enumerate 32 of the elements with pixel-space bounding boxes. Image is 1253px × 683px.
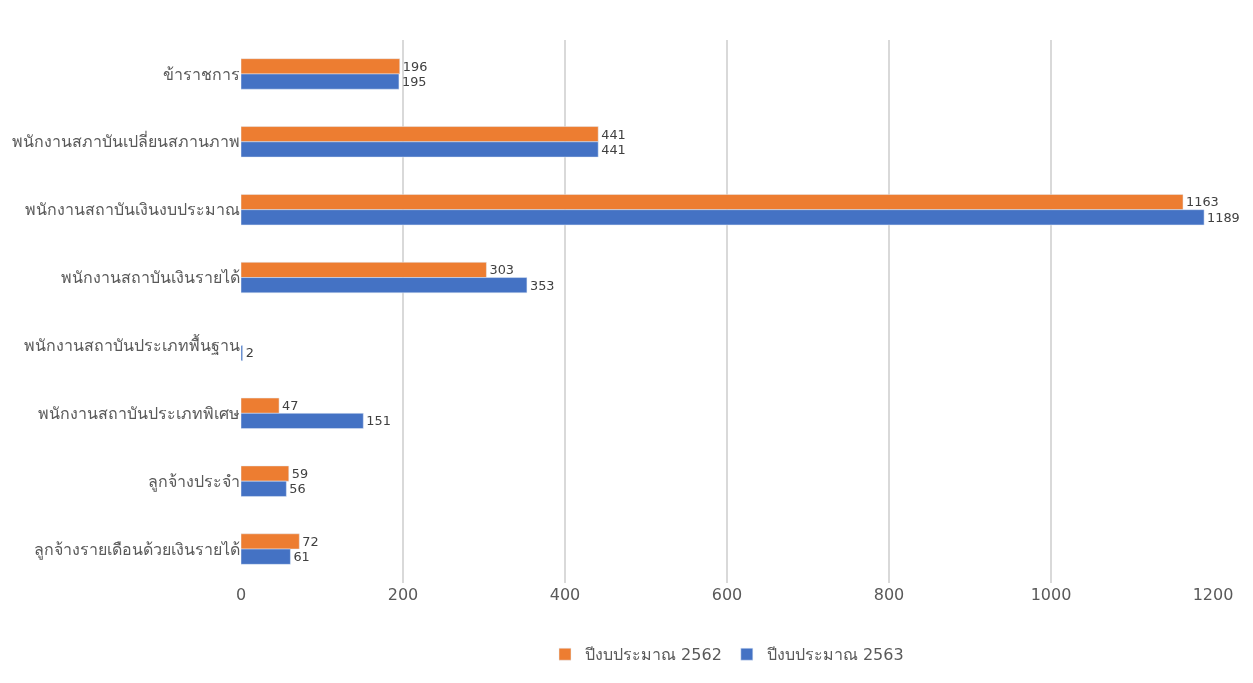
data-label: 47: [282, 398, 299, 414]
x-tick-label: 200: [387, 585, 419, 604]
data-label: 441: [601, 141, 626, 157]
y-tick-label: พนักงานสถาบันประเภทพื้นฐาน: [24, 334, 240, 356]
x-tick-label: 1200: [1192, 585, 1234, 604]
data-label: 72: [302, 533, 319, 549]
y-tick-label: ลูกจ้างรายเดือนด้วยเงินรายได้: [34, 539, 240, 560]
x-tick-label: 400: [549, 585, 581, 604]
data-label: 441: [601, 126, 626, 142]
data-label: 353: [529, 277, 555, 293]
y-tick-label: พนักงานสถาบันเงินงบประมาณ: [25, 200, 240, 220]
y-tick-label: พนักงานสภาบันเปลี่ยนสภานภาพ: [12, 130, 240, 152]
data-label: 61: [293, 549, 310, 565]
x-tick-label: 600: [711, 585, 743, 604]
legend-label: ปีงบประมาณ 2563: [766, 645, 904, 665]
data-label: 59: [291, 465, 309, 481]
x-tick-label: 0: [235, 585, 247, 604]
data-label: 151: [366, 413, 391, 429]
y-tick-label: ข้าราชการ: [163, 64, 240, 84]
y-tick-label: ลูกจ้างประจำ: [148, 471, 240, 492]
x-tick-label: 1000: [1030, 585, 1072, 604]
data-label: 1189: [1207, 209, 1240, 225]
x-tick-label: 800: [873, 585, 905, 604]
data-label: 56: [289, 481, 306, 497]
data-label: 195: [401, 74, 427, 89]
data-label: 1163: [1186, 194, 1219, 210]
y-tick-label: พนักงานสถาบันเงินรายได้: [61, 268, 240, 288]
data-label: 2: [245, 345, 254, 361]
y-tick-label: พนักงานสถาบันประเภทพิเศษ: [38, 403, 240, 423]
legend-label: ปีงบประมาณ 2562: [585, 645, 722, 665]
data-label: 303: [489, 262, 514, 278]
data-label: 196: [402, 58, 428, 74]
